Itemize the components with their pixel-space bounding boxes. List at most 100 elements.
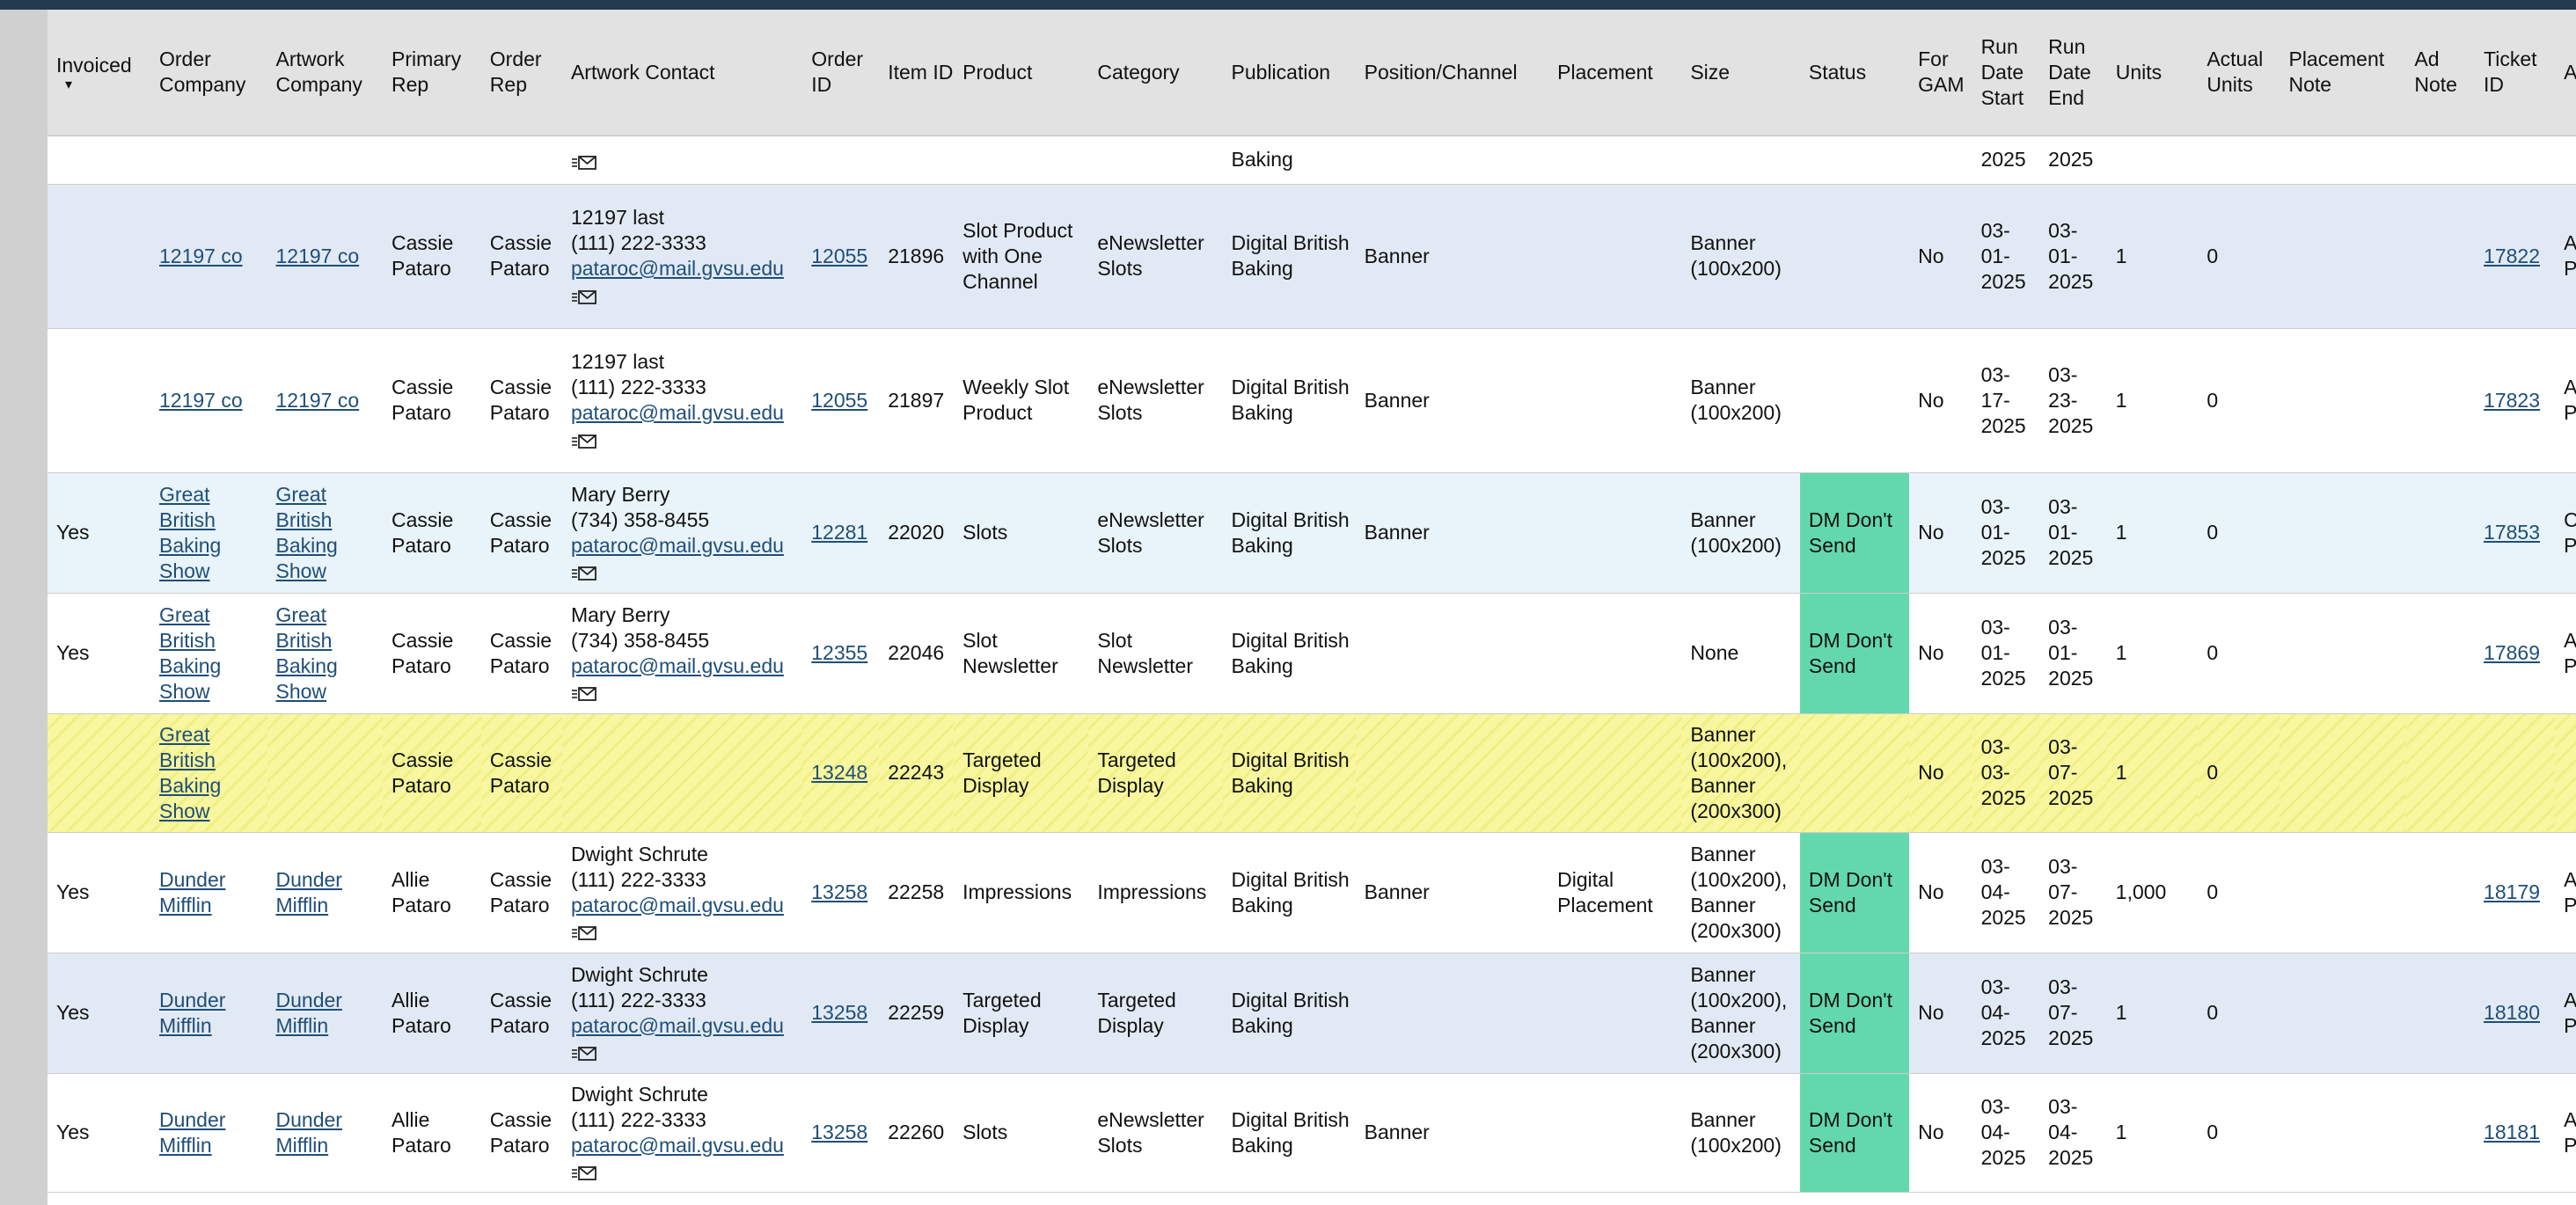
col-header-ticket-id[interactable]: Ticket ID xyxy=(2475,10,2556,136)
cell-item-id: 21897 xyxy=(879,328,955,473)
mail-icon[interactable] xyxy=(571,1043,597,1062)
cell-invoiced: Yes xyxy=(48,953,150,1074)
contact-email-link[interactable]: pataroc@mail.gvsu.edu xyxy=(570,533,784,557)
artwork-company-link[interactable]: Dunder Mifflin xyxy=(275,1107,342,1157)
artwork-company-link[interactable]: Dunder Mifflin xyxy=(275,867,342,917)
sort-desc-icon[interactable]: ▾ xyxy=(65,77,73,92)
ticket-id-link[interactable]: 17823 xyxy=(2484,388,2540,412)
order-id-link[interactable]: 12055 xyxy=(811,244,868,267)
order-company-link[interactable]: 12197 co xyxy=(158,388,243,412)
cell-placement-note xyxy=(2280,953,2406,1074)
mail-icon[interactable] xyxy=(571,683,597,702)
order-id-link[interactable]: 13258 xyxy=(811,880,868,903)
cell-product: Targeted Display xyxy=(954,953,1089,1074)
table-row[interactable]: 12197 co 12197 co Cassie Pataro Cassie Pata… xyxy=(48,184,2576,329)
col-header-actual-units[interactable]: Actual Units xyxy=(2198,10,2280,136)
cell-order-id: 13258 xyxy=(802,832,880,953)
col-header-position-channel[interactable]: Position/Channel xyxy=(1355,10,1549,136)
col-header-for-gam[interactable]: For GAM xyxy=(1909,10,1972,136)
ticket-id-link[interactable]: 18180 xyxy=(2484,1001,2540,1024)
mail-icon[interactable] xyxy=(571,923,597,941)
artwork-company-link[interactable]: 12197 co xyxy=(275,244,360,267)
col-header-run-date-start[interactable]: Run Date Start xyxy=(1972,10,2040,136)
col-header-placement[interactable]: Placement xyxy=(1548,10,1682,136)
col-header-order-id[interactable]: Order ID xyxy=(802,10,880,136)
contact-email-link[interactable]: pataroc@mail.gvsu.edu xyxy=(570,1013,784,1037)
col-header-artwork-company[interactable]: Artwork Company xyxy=(267,10,383,136)
artwork-company-link[interactable]: Dunder Mifflin xyxy=(275,988,342,1037)
col-header-primary-rep[interactable]: Primary Rep xyxy=(382,10,481,136)
cell-run-date-end: 03-04-2025 xyxy=(2039,1073,2107,1193)
order-id-link[interactable]: 12055 xyxy=(811,388,868,412)
cell-status xyxy=(1799,184,1910,329)
order-id-link[interactable]: 13248 xyxy=(811,761,868,784)
mail-icon[interactable] xyxy=(571,1163,597,1181)
cell-run-date-start: 03-03-2025 xyxy=(1972,713,2040,833)
order-company-link[interactable]: Dunder Mifflin xyxy=(158,1107,226,1157)
ticket-id-link[interactable]: 18181 xyxy=(2484,1121,2540,1143)
order-id-link[interactable]: 12281 xyxy=(811,521,868,544)
mail-icon[interactable] xyxy=(571,287,597,304)
contact-email-link[interactable]: pataroc@mail.gvsu.edu xyxy=(570,401,784,424)
cell-order-rep: Cassie Pataro xyxy=(480,953,562,1074)
order-company-link[interactable]: Great British Baking Show xyxy=(158,602,222,703)
table-row[interactable]: Yes Dunder Mifflin Dunder Mifflin Allie Pat… xyxy=(48,1073,2576,1193)
ticket-id-link[interactable]: 17869 xyxy=(2484,641,2540,664)
cell-position-channel xyxy=(1355,953,1549,1074)
col-header-placement-note[interactable]: Placement Note xyxy=(2280,10,2406,136)
cell-order-company: 12197 co xyxy=(150,328,267,473)
artwork-company-link[interactable]: Great British Baking Show xyxy=(275,482,338,582)
col-header-ad-note[interactable]: Ad Note xyxy=(2405,10,2476,136)
contact-email-link[interactable]: pataroc@mail.gvsu.edu xyxy=(570,257,784,280)
artwork-company-link[interactable]: 12197 co xyxy=(275,388,360,412)
mail-icon[interactable] xyxy=(571,431,597,449)
order-id-link[interactable]: 13258 xyxy=(811,1001,868,1024)
cell-position-channel: Banner xyxy=(1355,832,1549,953)
cell-category: Targeted Display xyxy=(1088,953,1223,1074)
contact-email-link[interactable]: pataroc@mail.gvsu.edu xyxy=(570,893,784,917)
contact-email-link[interactable]: pataroc@mail.gvsu.edu xyxy=(570,654,784,677)
mail-icon[interactable] xyxy=(571,563,597,581)
cell-ad-note xyxy=(2405,328,2476,473)
col-header-run-date-end[interactable]: Run Date End xyxy=(2039,10,2107,136)
col-header-artwork-contact[interactable]: Artwork Contact xyxy=(561,10,803,136)
cell-placement xyxy=(1548,472,1682,594)
col-header-size[interactable]: Size xyxy=(1681,10,1800,136)
table-row[interactable]: 12197 co 12197 co Cassie Pataro Cassie Pata… xyxy=(48,328,2576,473)
table-row[interactable]: Yes Great British Baking Show Great Britis… xyxy=(48,593,2576,714)
artwork-company-link[interactable]: Great British Baking Show xyxy=(275,602,338,703)
col-header-order-rep[interactable]: Order Rep xyxy=(480,10,562,136)
table-row[interactable]: Yes Great British Baking Show Great Britis… xyxy=(48,472,2576,594)
order-id-link[interactable]: 13258 xyxy=(811,1121,868,1143)
cell-invoiced: Yes xyxy=(48,593,150,714)
order-id-link[interactable]: 12355 xyxy=(811,641,868,664)
table-row[interactable]: Yes Dunder Mifflin Dunder Mifflin Allie Pat… xyxy=(48,953,2576,1074)
ticket-id-link[interactable]: 17822 xyxy=(2484,244,2540,267)
col-header-invoiced[interactable]: Invoiced ▾ xyxy=(48,10,150,136)
contact-email-link[interactable]: pataroc@mail.gvsu.edu xyxy=(570,1133,784,1157)
cell-run-date-start: 03-04-2025 xyxy=(1972,953,2040,1074)
order-company-link[interactable]: Great British Baking Show xyxy=(158,722,222,822)
cell-artwork-contact xyxy=(561,713,803,833)
col-header-status[interactable]: Status xyxy=(1799,10,1910,136)
order-company-link[interactable]: Great British Baking Show xyxy=(158,482,222,582)
table-row[interactable]: Yes Dunder Mifflin Dunder Mifflin Allie Pat… xyxy=(48,832,2576,953)
col-header-product[interactable]: Product xyxy=(954,10,1089,136)
col-header-units[interactable]: Units xyxy=(2106,10,2199,136)
ticket-id-link[interactable]: 17853 xyxy=(2484,521,2540,544)
col-header-order-company[interactable]: Order Company xyxy=(150,10,267,136)
order-company-link[interactable]: 12197 co xyxy=(158,244,243,267)
cell-ticket-id xyxy=(2475,135,2556,185)
order-company-link[interactable]: Dunder Mifflin xyxy=(158,867,226,917)
col-header-publication[interactable]: Publication xyxy=(1222,10,1356,136)
contact-phone: (734) 358-8455 xyxy=(570,508,710,531)
col-header-item-id[interactable]: Item ID xyxy=(879,10,955,136)
col-header-category[interactable]: Category xyxy=(1088,10,1223,136)
contact-phone: (111) 222-3333 xyxy=(570,988,706,1011)
mail-icon[interactable] xyxy=(571,152,597,170)
cell-category: eNewsletter Slots xyxy=(1088,1073,1223,1193)
ticket-id-link[interactable]: 18179 xyxy=(2484,880,2540,903)
order-company-link[interactable]: Dunder Mifflin xyxy=(158,988,226,1037)
col-header-assigned[interactable]: Assigned xyxy=(2555,10,2576,136)
table-row[interactable]: Great British Baking Show Cassie Pataro Ca… xyxy=(48,713,2576,833)
